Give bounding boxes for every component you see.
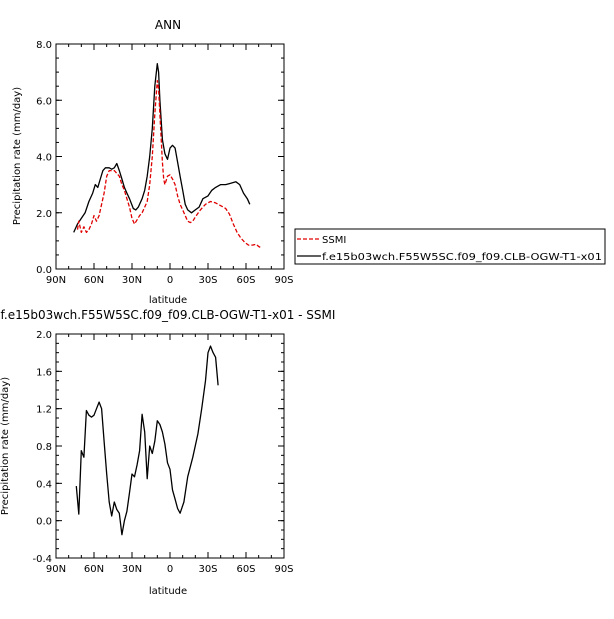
y-tick-label-top-4: 8.0 (36, 40, 52, 51)
plot-frame-bottom (55, 333, 285, 559)
x-tick-label-top-1: 60N (84, 275, 104, 286)
y-axis-label-top: Precipitation rate (mm/day) (12, 87, 23, 225)
legend: SSMI f.e15b03wch.F55W5SC.f09_f09.CLB-OGW… (294, 228, 606, 265)
x-axis-label-top: latitude (149, 295, 187, 306)
x-tick-label-bottom-6: 90S (274, 564, 293, 575)
x-tick-label-top-6: 90S (274, 275, 293, 286)
series-line-top-1 (76, 79, 262, 249)
precip-diff-chart-bottom: f.e15b03wch.F55W5SC.f09_f09.CLB-OGW-T1-x… (0, 308, 335, 597)
y-tick-label-bottom-5: 1.6 (36, 367, 52, 378)
x-tick-label-bottom-2: 30N (122, 564, 142, 575)
x-tick-label-bottom-5: 60S (236, 564, 255, 575)
legend-label-ssmi: SSMI (322, 235, 346, 246)
x-tick-label-top-3: 0 (167, 275, 173, 286)
precip-chart-top: ANN Precipitation rate (mm/day) latitude… (12, 18, 606, 306)
x-tick-label-bottom-1: 60N (84, 564, 104, 575)
x-tick-label-bottom-3: 0 (167, 564, 173, 575)
series-line-top-0 (73, 63, 251, 233)
y-tick-label-bottom-2: 0.4 (36, 479, 52, 490)
x-axis-label-bottom: latitude (149, 586, 187, 597)
x-tick-label-bottom-0: 90N (46, 564, 66, 575)
chart-title-top: ANN (155, 18, 181, 32)
plot-frame-top (55, 43, 285, 270)
y-axis-label-bottom: Precipitation rate (mm/day) (0, 377, 11, 515)
y-tick-label-bottom-3: 0.8 (36, 442, 52, 453)
y-tick-label-top-2: 4.0 (36, 153, 52, 164)
y-tick-label-top-3: 6.0 (36, 96, 52, 107)
y-tick-label-top-1: 2.0 (36, 209, 52, 220)
x-tick-label-top-0: 90N (46, 275, 66, 286)
x-tick-label-top-5: 60S (236, 275, 255, 286)
legend-box (294, 228, 606, 265)
y-tick-label-bottom-1: 0.0 (36, 517, 52, 528)
y-tick-label-bottom-6: 2.0 (36, 330, 52, 341)
y-tick-label-bottom-0: -0.4 (32, 554, 52, 565)
y-tick-label-top-0: 0.0 (36, 265, 52, 276)
series-line-bottom-0 (75, 345, 219, 536)
x-tick-label-top-2: 30N (122, 275, 142, 286)
chart-title-bottom: f.e15b03wch.F55W5SC.f09_f09.CLB-OGW-T1-x… (1, 308, 336, 322)
x-tick-label-bottom-4: 30S (198, 564, 217, 575)
y-tick-label-bottom-4: 1.2 (36, 405, 52, 416)
legend-label-model: f.e15b03wch.F55W5SC.f09_f09.CLB-OGW-T1-x… (322, 252, 602, 263)
x-tick-label-top-4: 30S (198, 275, 217, 286)
